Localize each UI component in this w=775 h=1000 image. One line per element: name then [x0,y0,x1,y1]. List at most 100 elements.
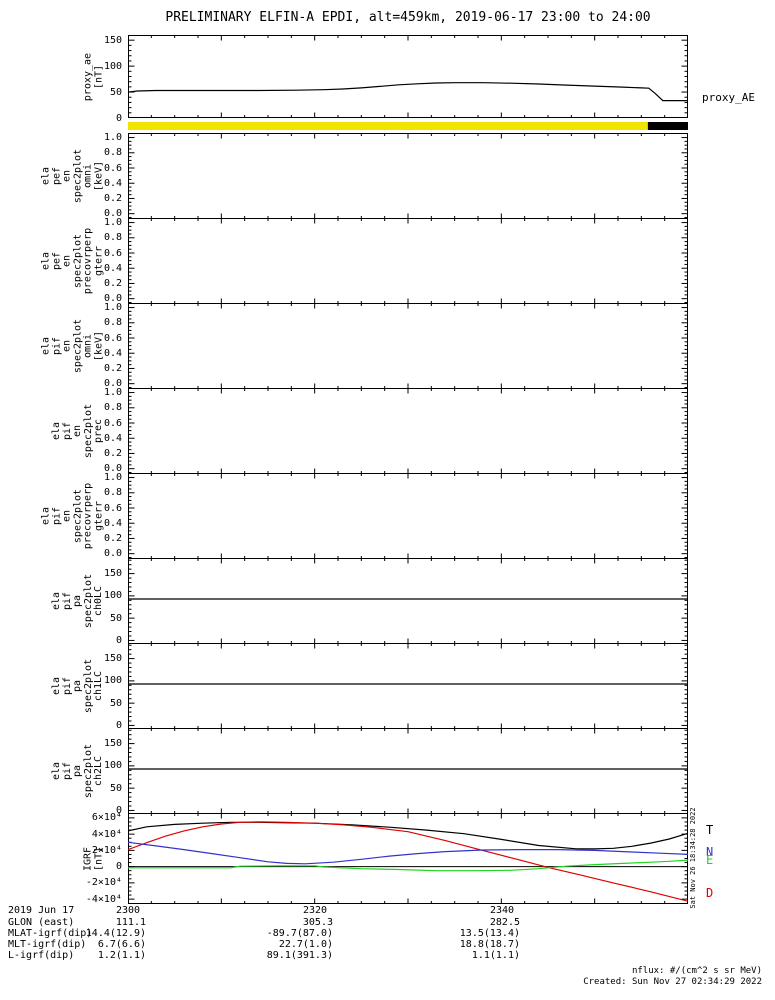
y-tick-label: 6×10⁴ [91,812,122,824]
panel-ela_pif_pa_spec2plot_ch2LC [128,728,688,814]
y-tick-label: 0 [115,719,122,731]
series-proxy_AE [128,82,688,102]
y-tick-label: 150 [103,653,122,665]
y-axis-label-ela_pif_pa_spec2plot_ch0LC: ela pif pa spec2plot ch0LC [50,573,104,629]
panel-frame [128,303,688,389]
y-tick-label: 50 [109,86,122,98]
y-tick-label: 0 [115,861,122,873]
y-axis-label-ela_pif_en_spec2plot_prec: ela pif en spec2plot prec [50,403,104,459]
y-tick-label: 100 [103,60,122,72]
mlt-value: 22.7(1.0) [278,939,333,950]
y-tick-label: 50 [109,782,122,794]
created-timestamp: Created: Sun Nov 27 02:34:29 2022 [583,977,762,987]
y-axis-label-proxy_ae: proxy_ae [nT] [82,52,104,101]
footer-date: 2019 Jun 17 [8,905,75,916]
panel-igrf [128,813,688,904]
igrf-component-label-T: T [706,823,714,837]
mlat-value: 14.4(12.9) [85,928,146,939]
y-tick-label: 0.6 [103,332,122,344]
mlat-value: -89.7(87.0) [266,928,333,939]
y-tick-label: 0.0 [103,378,122,390]
l-value: 1.2(1.1) [97,950,146,961]
panel-ela_pif_pa_spec2plot_ch1LC [128,643,688,729]
flag-strip-segment [128,122,648,130]
panel-ela_pef_en_spec2plot_precovrperp_gterr [128,218,688,304]
y-tick-label: 0.8 [103,402,122,414]
y-tick-label: 1.0 [103,472,122,484]
panel-frame [128,388,688,474]
y-axis-label-ela_pif_pa_spec2plot_ch1LC: ela pif pa spec2plot ch1LC [50,658,104,714]
y-tick-label: 1.0 [103,132,122,144]
y-tick-label: 100 [103,760,122,772]
y-axis-label-ela_pef_en_spec2plot_precovrperp_gterr: ela pef en spec2plot precovrperp gterr [40,227,104,295]
y-tick-label: 0.6 [103,502,122,514]
row-label-glon: GLON (east) [8,917,75,928]
nflux-units-note: nflux: #/(cm^2 s sr MeV) [631,966,762,976]
y-tick-label: 1.0 [103,302,122,314]
render-timestamp-vertical: Sat Nov 26 18:34:28 2022 [689,807,697,909]
series-T [128,821,688,850]
y-tick-label: -4×10⁴ [85,893,122,905]
x-tick-label-2300: 2300 [115,905,141,916]
y-tick-label: 0.0 [103,463,122,475]
y-tick-label: 0.2 [103,277,122,289]
series-D [128,821,688,902]
mlat-value: 13.5(13.4) [459,928,520,939]
y-tick-label: 1.0 [103,217,122,229]
panel-flag_bar [128,122,688,130]
y-tick-label: 0.2 [103,447,122,459]
l-value: 1.1(1.1) [471,950,520,961]
y-tick-label: 4×10⁴ [91,828,122,840]
proxy-ae-legend-label: proxy_AE [702,91,755,104]
y-tick-label: 0.4 [103,517,122,529]
y-tick-label: 0.4 [103,432,122,444]
panel-frame [128,35,688,118]
y-tick-label: 150 [103,34,122,46]
flag-strip-segment [647,122,688,130]
panel-ela_pif_en_spec2plot_omni [128,303,688,389]
panel-frame [128,133,688,219]
y-tick-label: 0.4 [103,347,122,359]
y-tick-label: 0.4 [103,262,122,274]
panel-frame [128,643,688,729]
y-tick-label: 0.0 [103,548,122,560]
y-tick-label: 0.2 [103,532,122,544]
series-E [128,859,688,872]
y-tick-label: 0.8 [103,232,122,244]
y-tick-label: 100 [103,675,122,687]
panel-ela_pif_pa_spec2plot_ch0LC [128,558,688,644]
y-tick-label: 0.2 [103,362,122,374]
y-tick-label: 0 [115,634,122,646]
panel-frame [128,473,688,559]
y-axis-label-ela_pif_en_spec2plot_omni: ela pif en spec2plot omni [keV] [40,318,104,374]
y-axis-label-ela_pif_en_spec2plot_precovrperp_gterr: ela pif en spec2plot precovrperp gterr [40,482,104,550]
row-label-mlt: MLT-igrf(dip) [8,939,87,950]
panel-frame [128,218,688,304]
row-label-mlat: MLAT-igrf(dip) [8,928,93,939]
panel-ela_pif_en_spec2plot_precovrperp_gterr [128,473,688,559]
y-tick-label: 0.6 [103,162,122,174]
series-N [128,841,688,865]
y-tick-label: 1.0 [103,387,122,399]
y-tick-label: 0 [115,112,122,124]
y-tick-label: 0.0 [103,293,122,305]
igrf-component-label-E: E [706,853,714,867]
y-axis-label-ela_pef_en_spec2plot_omni: ela pef en spec2plot omni [keV] [40,148,104,204]
y-tick-label: 0.2 [103,192,122,204]
panel-frame [128,558,688,644]
glon-value: 305.3 [302,917,333,928]
y-tick-label: 0.6 [103,417,122,429]
y-tick-label: 0.8 [103,487,122,499]
panel-ela_pif_en_spec2plot_prec [128,388,688,474]
x-tick-label-2320: 2320 [302,905,328,916]
panel-proxy_ae [128,35,688,118]
y-axis-label-ela_pif_pa_spec2plot_ch2LC: ela pif pa spec2plot ch2LC [50,743,104,799]
l-value: 89.1(391.3) [266,950,333,961]
y-tick-label: 2×10⁴ [91,844,122,856]
y-tick-label: 0.8 [103,147,122,159]
glon-value: 111.1 [115,917,146,928]
panel-ela_pef_en_spec2plot_omni [128,133,688,219]
mlt-value: 6.7(6.6) [97,939,146,950]
glon-value: 282.5 [489,917,520,928]
